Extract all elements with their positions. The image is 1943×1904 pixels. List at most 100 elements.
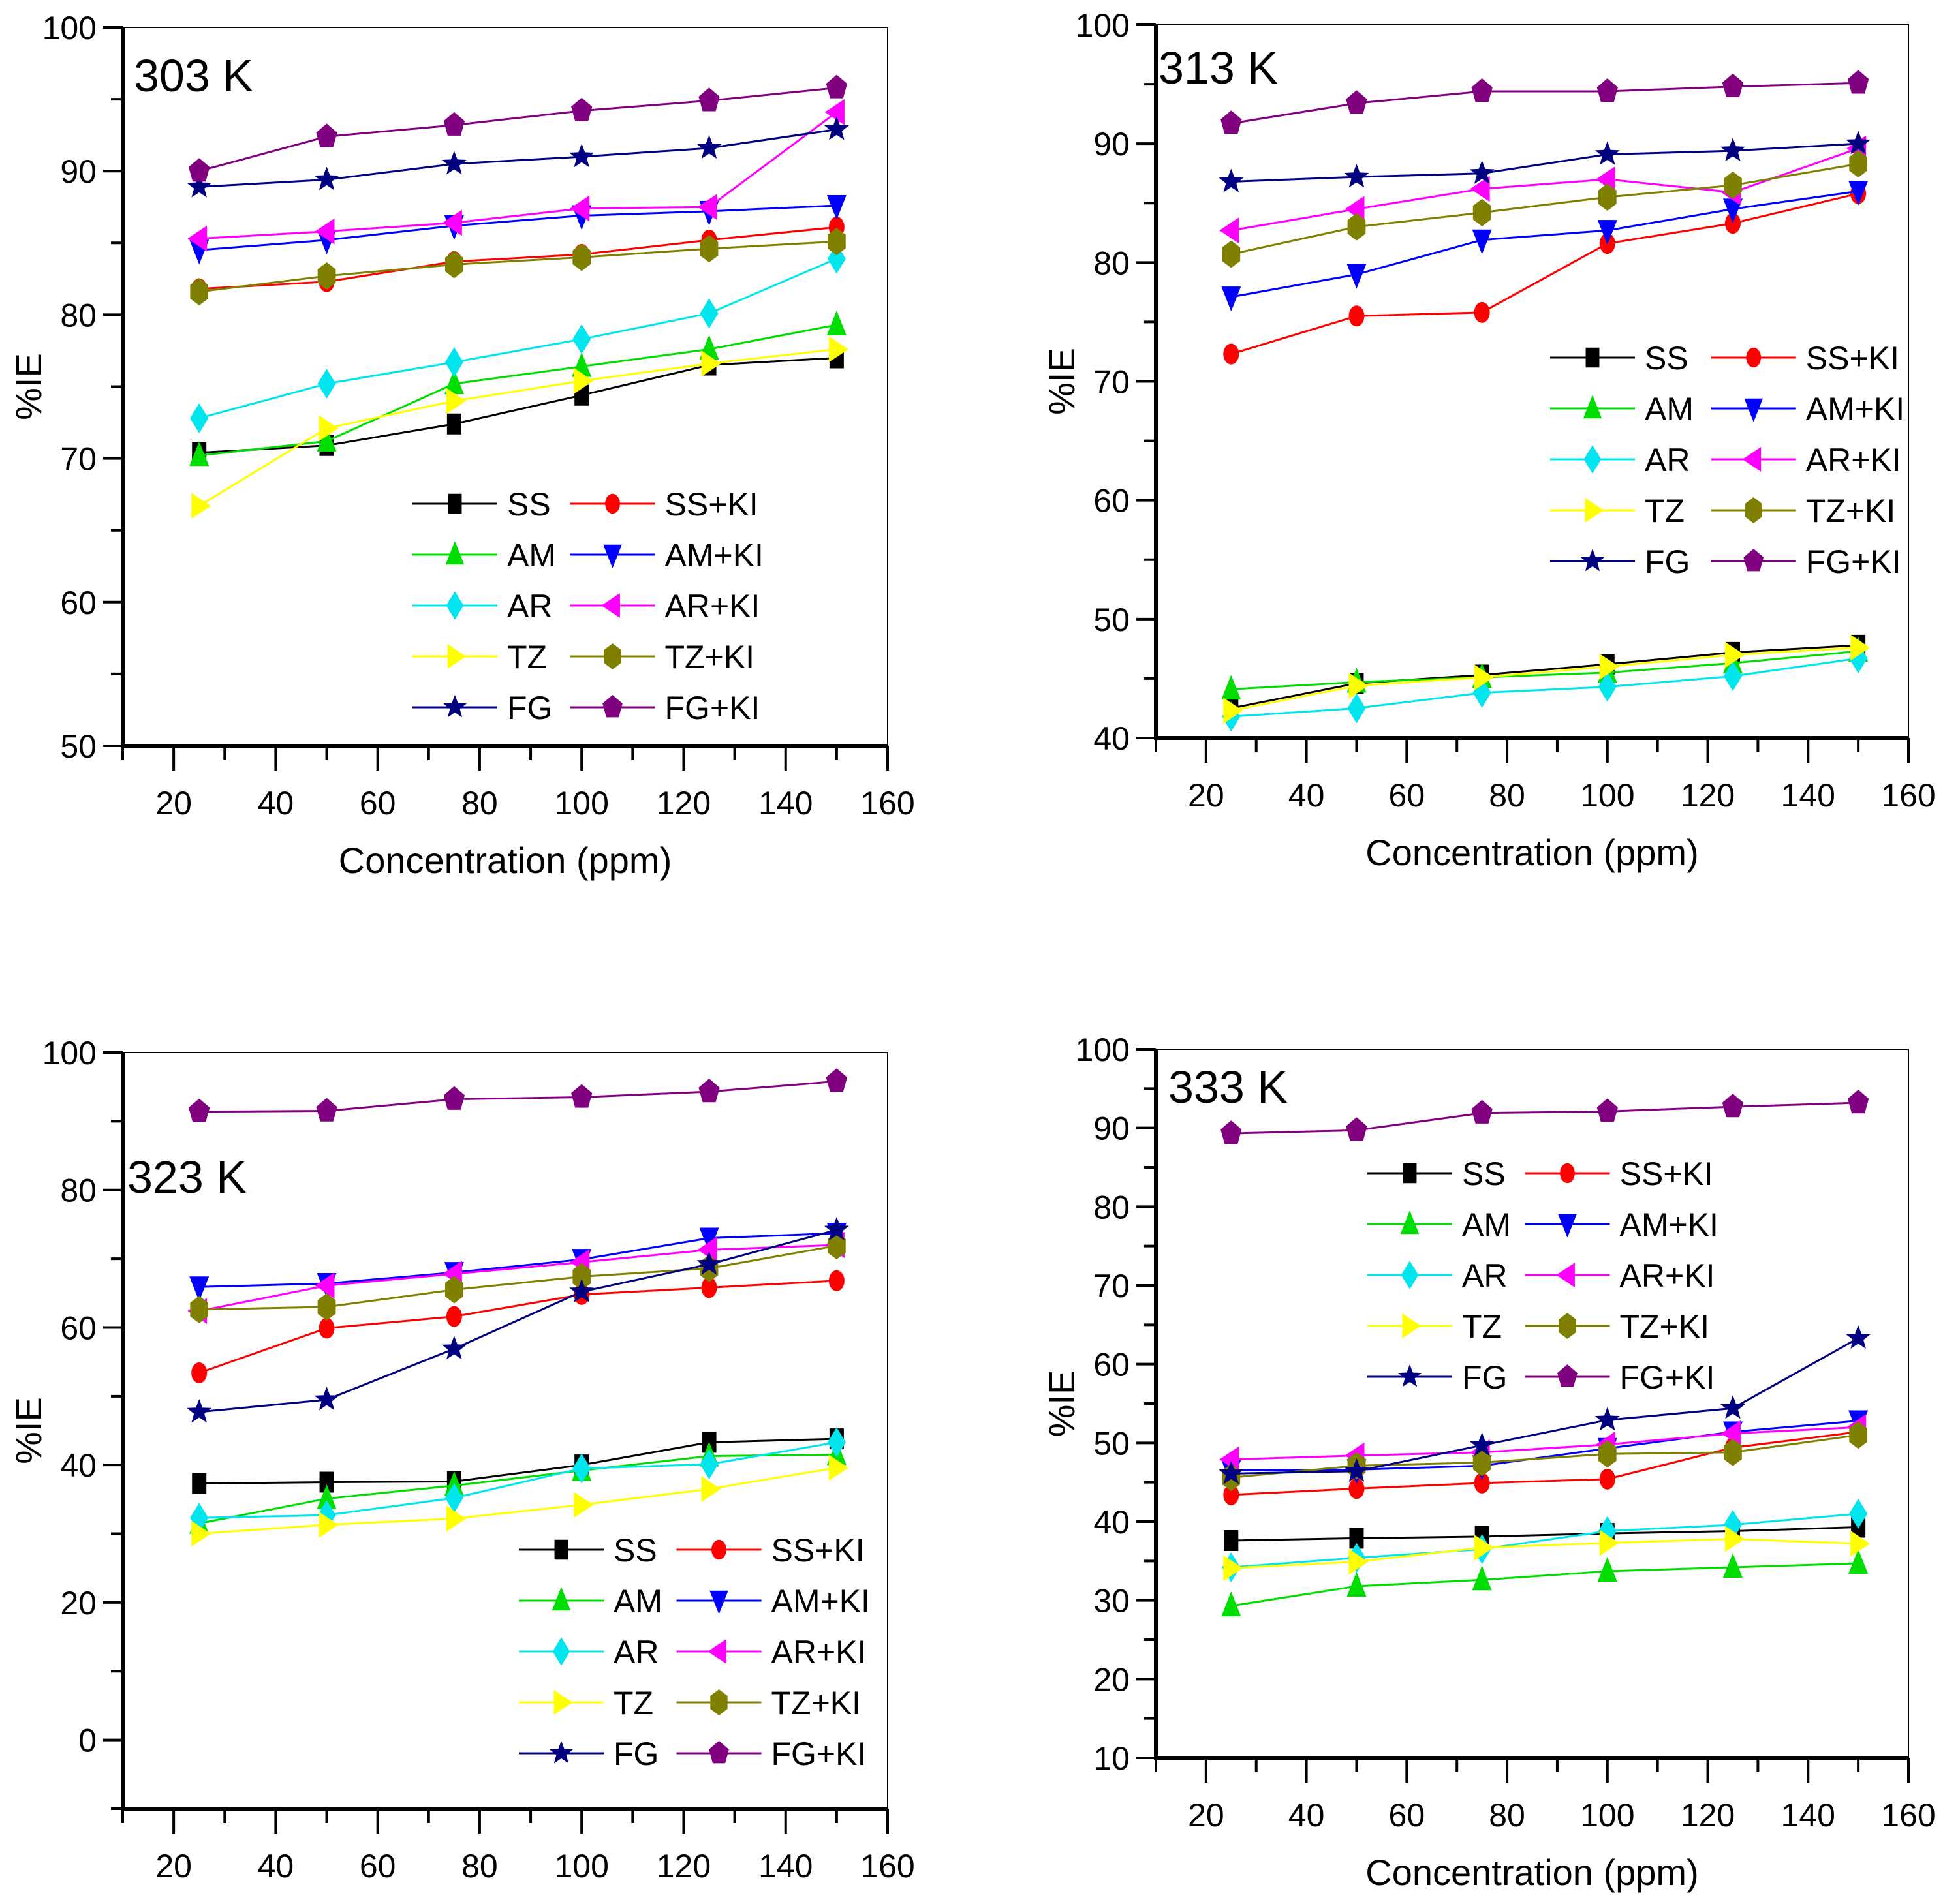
data-point [1848,181,1869,206]
x-tick-label: 20 [155,785,192,821]
data-point [1722,1094,1744,1118]
legend-label: FG+KI [771,1736,867,1772]
series-tz [191,336,848,519]
data-point [1219,1446,1239,1473]
legend-label: AR [614,1634,659,1670]
x-tick-label: 140 [758,785,813,821]
legend-item: AR+KI [1525,1257,1715,1294]
data-point [1599,1529,1619,1556]
data-point [314,1387,339,1411]
legend-item: SS [519,1532,657,1569]
data-point [1347,213,1366,241]
legend-marker [1557,1364,1578,1387]
data-point [317,1484,337,1509]
data-point [1219,217,1239,244]
y-tick-label: 100 [1076,1032,1130,1068]
series-ss-plus-ki [1223,183,1867,365]
data-point [187,174,212,198]
data-point [572,1453,591,1484]
y-tick-label: 60 [60,585,97,621]
temperature-label: 313 K [1158,42,1278,93]
chart-panel-303k: 20 40 60 80 100 120 140 160 50 60 70 80 90 100 Concent… [8,10,915,881]
plot-frame [1155,24,1909,739]
data-point [569,1278,595,1302]
legend-label: SS [1645,340,1688,376]
x-tick-label: 100 [554,1848,608,1884]
data-point [1849,1498,1868,1529]
data-point [1348,1548,1369,1575]
legend-marker [1402,1313,1422,1338]
data-point [1221,286,1241,312]
legend-item: AM+KI [676,1583,870,1620]
data-point [443,1086,465,1110]
series-line [1231,147,1859,232]
legend-item: AM+KI [1525,1206,1718,1243]
x-tick-label: 160 [1881,1797,1935,1834]
data-point [1846,1325,1871,1349]
data-point [696,134,722,159]
temperature-label: 303 K [134,50,253,101]
plot-frame [1155,1049,1909,1758]
data-point [1472,198,1491,226]
legend-marker [1403,1163,1417,1184]
data-point [317,262,336,290]
legend-marker [710,1689,728,1715]
series-ar-plus-ki [187,1232,845,1325]
y-tick-label: 100 [42,10,97,46]
data-point [1346,1571,1367,1597]
data-point [1219,1460,1244,1484]
x-tick-label: 100 [554,785,608,821]
legend-marker [605,493,620,514]
data-point [1223,343,1239,365]
legend-label: FG+KI [1620,1359,1715,1396]
legend-label: AM [507,537,556,574]
legend-item: TZ [1550,493,1685,529]
x-tick-label: 40 [1288,777,1325,814]
x-tick-label: 40 [1288,1797,1325,1834]
series-am-plus-ki [189,195,847,265]
legend-label: SS+KI [1620,1156,1713,1192]
legend-label: SS [614,1532,657,1569]
data-point [190,278,209,306]
legend-item: AM [519,1583,662,1620]
data-point [697,194,717,221]
legend-item: AM+KI [570,537,764,574]
y-tick-label: 60 [60,1310,97,1346]
legend-item: SS+KI [676,1532,865,1569]
y-axis-title: %IE [1041,1370,1082,1437]
data-point [1346,264,1367,289]
x-axis-title: Concentration (ppm) [1365,1852,1698,1893]
series-tz [1223,634,1871,724]
x-tick-label: 60 [1389,1797,1425,1834]
series-line [1231,1512,1859,1569]
y-tick-label: 10 [1093,1740,1130,1777]
series-line [1231,82,1859,125]
data-point [1220,1120,1242,1144]
data-point [446,413,461,435]
legend-item: SS [1550,340,1688,376]
data-point [1344,1458,1369,1482]
series-line [1231,1101,1859,1135]
data-point [569,144,595,168]
legend-label: FG [1462,1359,1507,1396]
legend-marker [602,695,623,718]
data-point [699,1227,719,1253]
legend: SS SS+KI AM AM+KI AR AR+KI TZ TZ+KI FG FG+KI [412,486,764,726]
y-tick-label: 50 [1093,602,1130,638]
x-tick-label: 160 [860,1848,914,1884]
data-point [190,1296,209,1324]
legend-label: AR+KI [1620,1257,1715,1294]
x-tick-label: 120 [657,1848,711,1884]
data-point [445,251,463,279]
data-point [1224,1529,1239,1551]
y-tick-label: 70 [1093,1268,1130,1304]
legend-label: AR+KI [1806,442,1901,478]
series-ss-plus-ki [191,1270,845,1383]
x-tick-label: 40 [258,1848,294,1884]
data-point [1474,301,1490,323]
series-ss [1224,634,1866,719]
data-point [827,1427,846,1458]
data-point [828,1232,846,1260]
data-point [828,1270,845,1291]
series-tz-plus-ki [190,228,846,306]
